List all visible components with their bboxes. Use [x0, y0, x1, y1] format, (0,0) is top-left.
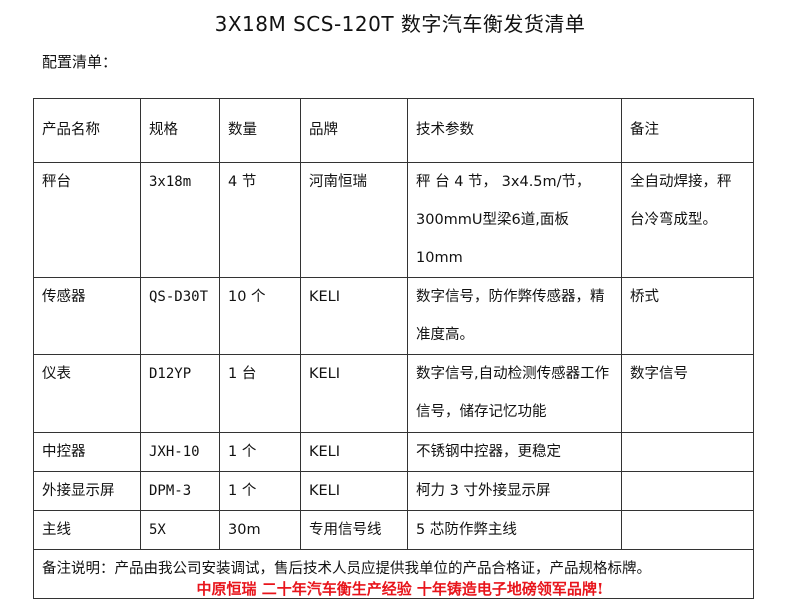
slogan-footer: 中原恒瑞 二十年汽车衡生产经验 十年铸造电子地磅领军品牌! [196, 580, 604, 598]
cell: 3x18m [140, 162, 220, 278]
config-list-label: 配置清单： [42, 53, 118, 71]
cell: 河南恒瑞 [300, 162, 408, 278]
cell: 秤台 [33, 162, 141, 278]
header-cell: 数量 [219, 98, 301, 163]
cell: 专用信号线 [300, 510, 408, 550]
table-row: 秤台 3x18m 4 节 河南恒瑞 秤 台 4 节， 3x4.5m/节，300m… [33, 162, 754, 278]
cell: 数字信号，防作弊传感器，精准度高。 [407, 277, 622, 355]
cell: 数字信号 [621, 354, 754, 433]
table-header-row: 产品名称 规格 数量 品牌 技术参数 备注 [33, 98, 754, 163]
header-cell: 规格 [140, 98, 220, 163]
note-row: 备注说明：产品由我公司安装调试，售后技术人员应提供我单位的产品合格证，产品规格标… [33, 549, 754, 599]
table-row: 传感器 QS-D30T 10 个 KELI 数字信号，防作弊传感器，精准度高。 … [33, 277, 754, 355]
cell: 外接显示屏 [33, 471, 141, 511]
cell: 数字信号,自动检测传感器工作信号，储存记忆功能 [407, 354, 622, 433]
header-cell: 技术参数 [407, 98, 622, 163]
cell: JXH-10 [140, 432, 220, 472]
cell: 全自动焊接，秤台冷弯成型。 [621, 162, 754, 278]
cell [621, 471, 754, 511]
cell [621, 510, 754, 550]
cell: 柯力 3 寸外接显示屏 [407, 471, 622, 511]
cell: 10 个 [219, 277, 301, 355]
cell: KELI [300, 471, 408, 511]
shipping-list-table: 产品名称 规格 数量 品牌 技术参数 备注 秤台 3x18m 4 节 河南恒瑞 … [33, 98, 754, 599]
cell: 仪表 [33, 354, 141, 433]
cell: 1 台 [219, 354, 301, 433]
cell: 中控器 [33, 432, 141, 472]
cell: KELI [300, 354, 408, 433]
cell: KELI [300, 277, 408, 355]
cell: QS-D30T [140, 277, 220, 355]
cell: 5X [140, 510, 220, 550]
cell [621, 432, 754, 472]
table-row: 仪表 D12YP 1 台 KELI 数字信号,自动检测传感器工作信号，储存记忆功… [33, 354, 754, 433]
cell: D12YP [140, 354, 220, 433]
document-title: 3X18M SCS-120T 数字汽车衡发货清单 [214, 12, 586, 36]
cell: 主线 [33, 510, 141, 550]
header-cell: 品牌 [300, 98, 408, 163]
table-row: 中控器 JXH-10 1 个 KELI 不锈钢中控器，更稳定 [33, 432, 754, 472]
header-cell: 产品名称 [33, 98, 141, 163]
note-text: 备注说明：产品由我公司安装调试，售后技术人员应提供我单位的产品合格证，产品规格标… [33, 549, 754, 599]
cell: KELI [300, 432, 408, 472]
cell: 30m [219, 510, 301, 550]
cell: 4 节 [219, 162, 301, 278]
header-cell: 备注 [621, 98, 754, 163]
cell: 桥式 [621, 277, 754, 355]
table-row: 外接显示屏 DPM-3 1 个 KELI 柯力 3 寸外接显示屏 [33, 471, 754, 511]
cell: 秤 台 4 节， 3x4.5m/节，300mmU型梁6道,面板10mm [407, 162, 622, 278]
cell: 不锈钢中控器，更稳定 [407, 432, 622, 472]
table-row: 主线 5X 30m 专用信号线 5 芯防作弊主线 [33, 510, 754, 550]
cell: DPM-3 [140, 471, 220, 511]
cell: 5 芯防作弊主线 [407, 510, 622, 550]
cell: 传感器 [33, 277, 141, 355]
cell: 1 个 [219, 432, 301, 472]
cell: 1 个 [219, 471, 301, 511]
